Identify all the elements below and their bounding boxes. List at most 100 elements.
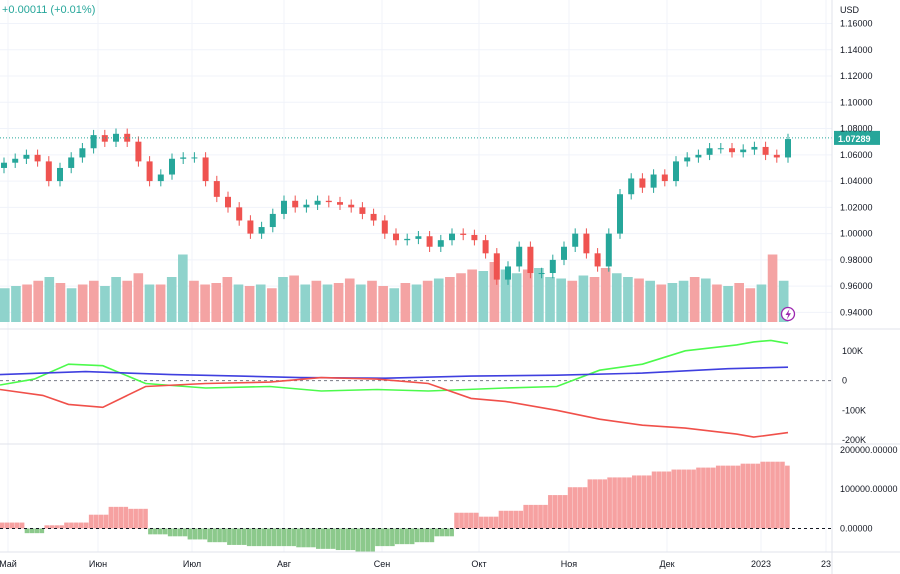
histogram-bar — [730, 465, 736, 529]
histogram-bar — [498, 510, 504, 529]
volume-bar — [278, 277, 288, 322]
histogram-bar — [79, 522, 84, 529]
lightning-icon-glyph — [785, 309, 791, 320]
histogram-bar — [617, 477, 622, 529]
time-tick-label: Авг — [277, 559, 292, 569]
candle-body — [393, 233, 399, 241]
candle-body — [661, 174, 668, 182]
histogram-bar — [355, 528, 361, 552]
volume-bar — [700, 278, 711, 322]
volume-bar — [534, 268, 544, 322]
histogram-bar — [261, 528, 267, 547]
volume-bar — [144, 284, 155, 322]
price-tick-label: 1.00000 — [840, 229, 873, 239]
histogram-bar — [311, 528, 316, 548]
histogram-bar — [676, 469, 682, 529]
candle-body — [135, 141, 142, 162]
histogram-bar — [424, 528, 430, 543]
histogram-bar — [765, 461, 770, 529]
histogram-bar — [44, 525, 50, 529]
histogram-bar — [597, 479, 603, 529]
volume-bar — [378, 286, 388, 322]
histogram-bar — [523, 504, 529, 529]
candle-body — [628, 178, 635, 195]
histogram-bar — [375, 528, 380, 547]
volume-bar — [489, 262, 500, 322]
histogram-bar — [222, 528, 227, 543]
candle-body — [258, 227, 265, 234]
candle-body — [57, 167, 63, 182]
candle-body — [706, 148, 713, 155]
volume-bar — [311, 280, 322, 322]
histogram-bar — [740, 463, 746, 529]
candle-body — [381, 220, 388, 234]
price-tick-label: 1.12000 — [840, 71, 873, 81]
histogram-bar — [207, 528, 213, 543]
last-price-label: 1.07289 — [838, 134, 871, 144]
volume-bar — [645, 280, 655, 322]
candle-body — [527, 246, 534, 274]
candle-body — [549, 259, 556, 274]
candle-body — [191, 157, 198, 159]
candle-body — [538, 273, 545, 275]
candle-body — [717, 148, 724, 150]
volume-bar — [756, 284, 767, 322]
volume-bar — [456, 273, 466, 322]
price-tick-label: 1.02000 — [840, 202, 873, 212]
price-tick-label: 1.04000 — [840, 176, 873, 186]
histogram-bar — [651, 471, 657, 529]
histogram-bar — [83, 522, 89, 529]
time-tick-label: 2023 — [751, 559, 771, 569]
candle-body — [460, 233, 467, 235]
histogram-bar — [419, 528, 425, 543]
histogram-bar — [19, 522, 25, 529]
price-tick-label: 1.08000 — [840, 124, 873, 134]
histogram-bar — [627, 477, 632, 529]
histogram-bar — [365, 528, 371, 552]
histogram-bar — [192, 528, 198, 540]
candle-body — [34, 154, 41, 162]
time-tick-label: Окт — [471, 559, 486, 569]
volume-bar — [89, 280, 99, 322]
histogram-bar — [706, 467, 711, 529]
volume-bar — [11, 286, 21, 322]
histogram-bar — [434, 528, 440, 537]
volume-bar — [166, 277, 177, 322]
histogram-bar — [350, 528, 356, 551]
candle-body — [68, 157, 75, 168]
net-tick-label: 0.00000 — [840, 523, 873, 533]
volume-bar — [745, 288, 756, 322]
candle-body — [740, 149, 747, 153]
histogram-bar — [632, 475, 637, 529]
volume-bar — [623, 277, 633, 322]
net-tick-label: 200000.00000 — [840, 445, 898, 455]
candle-body — [157, 174, 164, 182]
last-price-box — [834, 130, 880, 145]
histogram-bar — [572, 487, 578, 529]
volume-bar — [44, 277, 55, 322]
histogram-bar — [103, 514, 109, 529]
candle-body — [236, 207, 243, 221]
candle-body — [90, 135, 97, 149]
candle-body — [180, 157, 187, 159]
histogram-bar — [553, 495, 558, 529]
price-change-header: +0.00011 (+0.01%) — [2, 4, 96, 16]
candle-body — [437, 240, 444, 247]
price-tick-label: 1.16000 — [840, 18, 873, 28]
volume-bar — [189, 280, 199, 322]
histogram-bar — [720, 465, 726, 529]
histogram-bar — [538, 504, 543, 529]
histogram-bar — [528, 504, 533, 529]
candle-body — [247, 220, 254, 234]
histogram-bar — [187, 528, 193, 540]
volume-bar — [122, 280, 133, 322]
histogram-bar — [98, 514, 104, 529]
volume-bar — [100, 286, 110, 322]
volume-bar — [400, 283, 411, 322]
candlesticks — [1, 128, 791, 285]
volume-bar — [333, 283, 344, 322]
candle-body — [23, 154, 30, 159]
candle-body — [493, 253, 500, 280]
